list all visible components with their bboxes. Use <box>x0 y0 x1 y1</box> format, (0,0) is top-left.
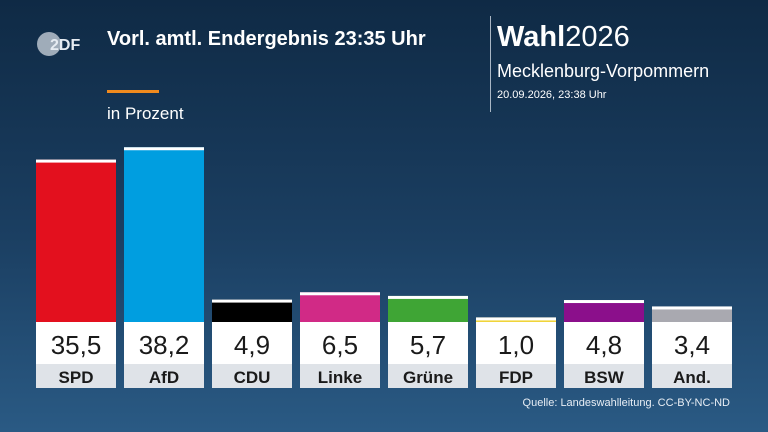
brand-year: 2026 <box>565 21 630 53</box>
bar-top-line <box>652 306 732 310</box>
category-box <box>300 364 380 388</box>
category-box <box>476 364 556 388</box>
value-label: 3,4 <box>674 330 710 360</box>
svg-text:2DF: 2DF <box>50 37 80 54</box>
wahl-brand: Wahl2026 <box>497 20 630 54</box>
bar-and <box>652 306 732 322</box>
bar-top-line <box>36 159 116 163</box>
category-box <box>36 364 116 388</box>
category-label: SPD <box>59 368 94 387</box>
category-box <box>388 364 468 388</box>
category-box <box>564 364 644 388</box>
value-label: 1,0 <box>498 330 534 360</box>
value-box <box>564 322 644 364</box>
bar-top-line <box>124 147 204 151</box>
value-label: 6,5 <box>322 330 358 360</box>
bar-afd <box>124 147 204 322</box>
value-box <box>388 322 468 364</box>
chart-title: Vorl. amtl. Endergebnis 23:35 Uhr <box>107 28 426 50</box>
bar-top-line <box>212 299 292 303</box>
category-label: BSW <box>584 368 625 387</box>
category-box <box>652 364 732 388</box>
value-label: 4,8 <box>586 330 622 360</box>
value-box <box>476 322 556 364</box>
title-accent-line <box>107 90 159 93</box>
category-label: AfD <box>149 368 179 387</box>
value-label: 4,9 <box>234 330 270 360</box>
value-box <box>124 322 204 364</box>
source-note: Quelle: Landeswahlleitung. CC-BY-NC-ND <box>522 397 730 409</box>
value-box <box>212 322 292 364</box>
value-label: 35,5 <box>51 330 102 360</box>
bar-bsw <box>564 300 644 322</box>
category-label: And. <box>673 368 711 387</box>
value-label: 5,7 <box>410 330 446 360</box>
bar-cdu <box>212 299 292 322</box>
value-box <box>300 322 380 364</box>
category-label: CDU <box>234 368 271 387</box>
header-divider <box>490 16 491 112</box>
value-label: 38,2 <box>139 330 190 360</box>
timestamp: 20.09.2026, 23:38 Uhr <box>497 89 607 101</box>
bar-top-line <box>564 300 644 304</box>
category-box <box>212 364 292 388</box>
bar-top-line <box>300 292 380 296</box>
bar-top-line <box>476 317 556 321</box>
bar-spd <box>36 159 116 322</box>
bar-top-line <box>388 295 468 299</box>
value-box <box>36 322 116 364</box>
bar-grne <box>388 295 468 322</box>
zdf-logo: 2DF <box>37 32 80 56</box>
category-label: Linke <box>318 368 362 387</box>
bar-linke <box>300 292 380 322</box>
category-box <box>124 364 204 388</box>
unit-subtitle: in Prozent <box>107 104 184 123</box>
region-name: Mecklenburg-Vorpommern <box>497 61 710 81</box>
category-label: Grüne <box>403 368 453 387</box>
value-box <box>652 322 732 364</box>
category-label: FDP <box>499 368 533 387</box>
brand-wahl: Wahl <box>497 21 566 53</box>
